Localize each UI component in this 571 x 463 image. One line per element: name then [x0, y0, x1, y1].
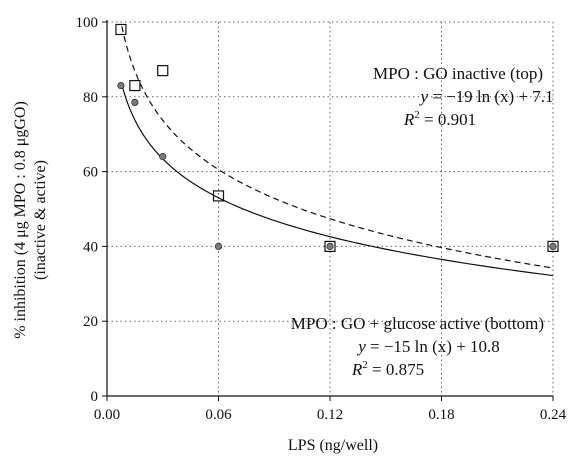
square-marker-0 — [115, 23, 127, 36]
annotation-bottom: MPO : GO + glucose active (bottom) y = −… — [291, 314, 544, 379]
data-marks — [115, 23, 559, 252]
fit-curve-0 — [121, 26, 554, 269]
y-tick-label-0: 0 — [91, 389, 99, 405]
square-marker-2 — [157, 65, 169, 77]
y-tick-label-4: 80 — [83, 90, 98, 106]
square-marker-5 — [547, 240, 559, 252]
square-marker-1 — [129, 79, 141, 92]
circle-marker-5 — [549, 242, 557, 250]
circle-marker-4 — [326, 242, 334, 250]
annotation-top-title: MPO : GO inactive (top) — [373, 64, 543, 83]
y-axis-label-line1: % inhibition (4 μg MPO : 0.8 μgGO) — [12, 101, 29, 339]
square-marker-4 — [324, 240, 336, 252]
tick-labels: 0.00 0.06 0.12 0.18 0.24 0 20 40 60 80 100 — [76, 15, 567, 423]
fit-curves — [121, 26, 554, 277]
grid — [107, 21, 554, 396]
annotation-top-r2: R2 = 0.901 — [403, 109, 476, 129]
fit-curve-1 — [121, 84, 554, 277]
axes — [102, 20, 554, 401]
circle-marker-3 — [214, 242, 223, 250]
annotation-bottom-equation: y = −15 ln (x) + 10.8 — [356, 337, 500, 356]
x-tick-label-4: 0.24 — [540, 407, 567, 423]
annotation-top-equation: y = −19 ln (x) + 7.1 — [418, 87, 553, 106]
circle-marker-0 — [117, 81, 125, 90]
y-tick-label-1: 20 — [83, 314, 98, 330]
y-tick-label-5: 100 — [76, 15, 99, 31]
annotation-top: MPO : GO inactive (top) y = −19 ln (x) +… — [373, 64, 554, 129]
circle-marker-1 — [131, 98, 139, 107]
annotation-bottom-r2: R2 = 0.875 — [351, 359, 424, 379]
x-tick-label-3: 0.18 — [428, 407, 454, 423]
y-tick-label-2: 40 — [83, 239, 98, 255]
x-tick-label-1: 0.06 — [205, 407, 232, 423]
square-marker-3 — [212, 190, 225, 202]
y-axis-label-line2: (inactive & active) — [32, 160, 49, 280]
circle-marker-2 — [159, 153, 167, 161]
annotation-bottom-title: MPO : GO + glucose active (bottom) — [291, 314, 544, 333]
x-tick-label-2: 0.12 — [317, 407, 343, 423]
y-tick-label-3: 60 — [83, 165, 98, 181]
x-axis-label: LPS (ng/well) — [288, 437, 378, 454]
x-tick-label-0: 0.00 — [94, 407, 120, 423]
